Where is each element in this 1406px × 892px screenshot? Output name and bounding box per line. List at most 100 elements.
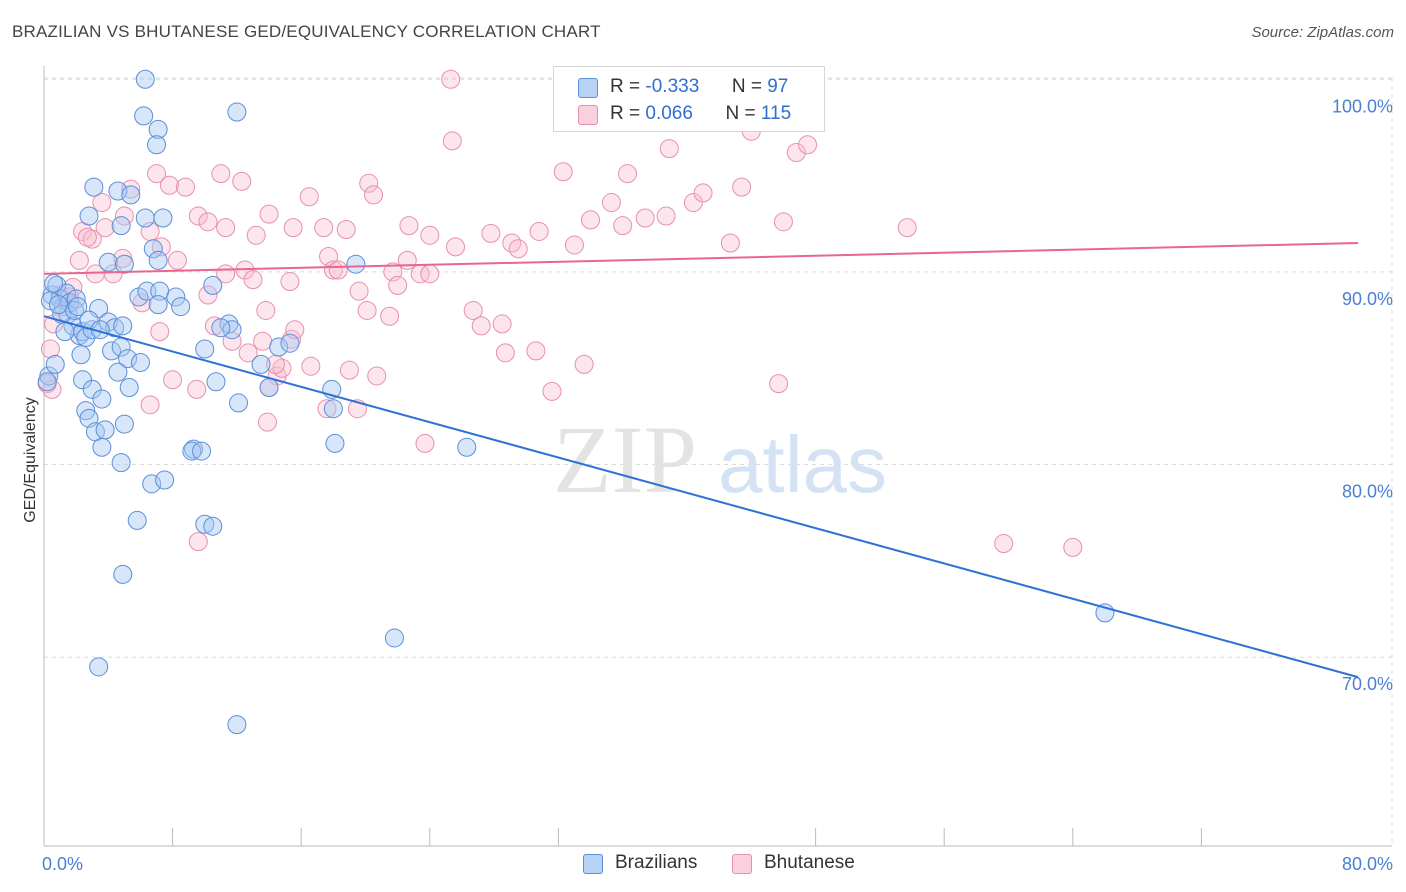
brazilian-point — [195, 339, 215, 359]
bottom-legend-brazilians: Brazilians — [583, 852, 697, 874]
brazilian-point — [192, 441, 212, 461]
bhutanese-point — [388, 275, 408, 295]
bhutanese-point — [618, 164, 638, 184]
watermark-zip: ZIP — [553, 406, 697, 513]
bhutanese-point — [463, 300, 483, 320]
bhutanese-point — [769, 374, 789, 394]
bhutanese-point — [693, 183, 713, 203]
bhutanese-point — [175, 177, 195, 197]
brazilian-point — [148, 295, 168, 315]
bhutanese-point — [773, 212, 793, 232]
bhutanese-point — [336, 220, 356, 240]
bhutanese-point — [683, 193, 703, 213]
bhutanese-point — [188, 532, 208, 552]
brazilian-point — [114, 414, 134, 434]
brazilian-point — [65, 300, 85, 320]
bhutanese-point — [187, 379, 207, 399]
bhutanese-point — [492, 314, 512, 334]
brazilian-point — [92, 389, 112, 409]
bhutanese-point — [656, 206, 676, 226]
bhutanese-point — [446, 237, 466, 257]
bhutanese-point — [441, 69, 461, 89]
trend-lines — [43, 242, 1359, 679]
brazilian-point — [142, 474, 162, 494]
data-points — [37, 69, 1115, 735]
brazilian-point — [259, 378, 279, 397]
brazilian-point — [130, 352, 150, 372]
legend-n-label: N = — [731, 76, 762, 97]
bhutanese-point — [246, 225, 266, 245]
brazilian-point — [44, 273, 64, 293]
brazilian-point — [108, 362, 128, 382]
brazilian-point — [84, 177, 104, 197]
legend-n-value: 97 — [767, 76, 789, 97]
x-tick-label: 80.0% — [1342, 854, 1393, 874]
brazilian-point — [171, 297, 191, 317]
bhutanese-point — [529, 221, 549, 241]
bhutanese-point — [994, 534, 1014, 554]
brazilian-point — [155, 470, 175, 490]
brazilian-point — [102, 341, 122, 361]
bhutanese-point — [188, 206, 208, 226]
bhutanese-point — [167, 250, 187, 270]
brazilian-point — [113, 564, 133, 584]
y-tick-label: 100.0% — [1332, 96, 1393, 116]
brazilian-point — [153, 208, 173, 228]
brazilian-point — [68, 297, 88, 317]
legend-r-label: R = — [610, 103, 641, 124]
legend-r-value: -0.333 — [645, 76, 700, 97]
bottom-legend-label-brazilians: Brazilians — [615, 852, 698, 873]
brazilian-point — [76, 401, 96, 421]
brazilian-point — [127, 510, 147, 530]
brazilian-point — [203, 516, 223, 536]
bhutanese-point — [367, 366, 387, 386]
brazilian-point — [108, 181, 128, 201]
brazilian-point — [280, 333, 300, 353]
brazilian-point — [211, 318, 231, 338]
brazilian-point — [148, 250, 168, 270]
y-tick-label: 80.0% — [1342, 482, 1393, 502]
bhutanese-point — [659, 139, 679, 159]
grid-lines — [44, 77, 1393, 846]
bhutanese-point — [132, 293, 152, 313]
bhutanese-point — [314, 218, 334, 238]
bhutanese-point — [163, 370, 183, 390]
brazilian-point — [227, 102, 247, 122]
brazilian-point — [55, 322, 75, 342]
brazilian-point — [143, 239, 163, 259]
legend-text-bhutanese: R = 0.066 N = 115 — [610, 103, 791, 125]
bhutanese-trend-line — [43, 242, 1359, 275]
bhutanese-point — [786, 142, 806, 162]
bhutanese-point — [897, 218, 917, 238]
bhutanese-point — [198, 285, 218, 305]
bhutanese-point — [415, 433, 435, 453]
brazilian-point — [37, 372, 57, 392]
bhutanese-point — [399, 216, 419, 236]
brazilian-point — [121, 185, 141, 205]
watermark-atlas: atlas — [718, 420, 887, 509]
bhutanese-point — [364, 185, 384, 205]
bhutanese-point — [420, 225, 440, 245]
bhutanese-point — [243, 270, 263, 290]
bhutanese-point — [216, 218, 236, 238]
brazilian-point — [89, 657, 109, 677]
bhutanese-point — [69, 250, 89, 270]
bhutanese-point — [301, 356, 321, 376]
bhutanese-point — [732, 177, 752, 197]
bhutanese-point — [397, 250, 417, 270]
brazilian-point — [95, 420, 115, 440]
bhutanese-point — [317, 399, 337, 419]
bhutanese-point — [198, 212, 218, 232]
bhutanese-point — [257, 412, 277, 432]
bhutanese-point — [1063, 537, 1083, 557]
brazilian-point — [79, 206, 99, 226]
y-axis-label: GED/Equivalency — [22, 397, 39, 522]
bhutanese-point — [77, 227, 97, 247]
bottom-legend-bhutanese: Bhutanese — [732, 852, 855, 874]
bhutanese-point — [471, 316, 491, 336]
bhutanese-point — [798, 135, 818, 155]
bhutanese-point — [553, 162, 573, 182]
bhutanese-point — [601, 193, 621, 213]
correlation-legend: R = -0.333 N = 97 R = 0.066 N = 115 — [553, 66, 825, 132]
